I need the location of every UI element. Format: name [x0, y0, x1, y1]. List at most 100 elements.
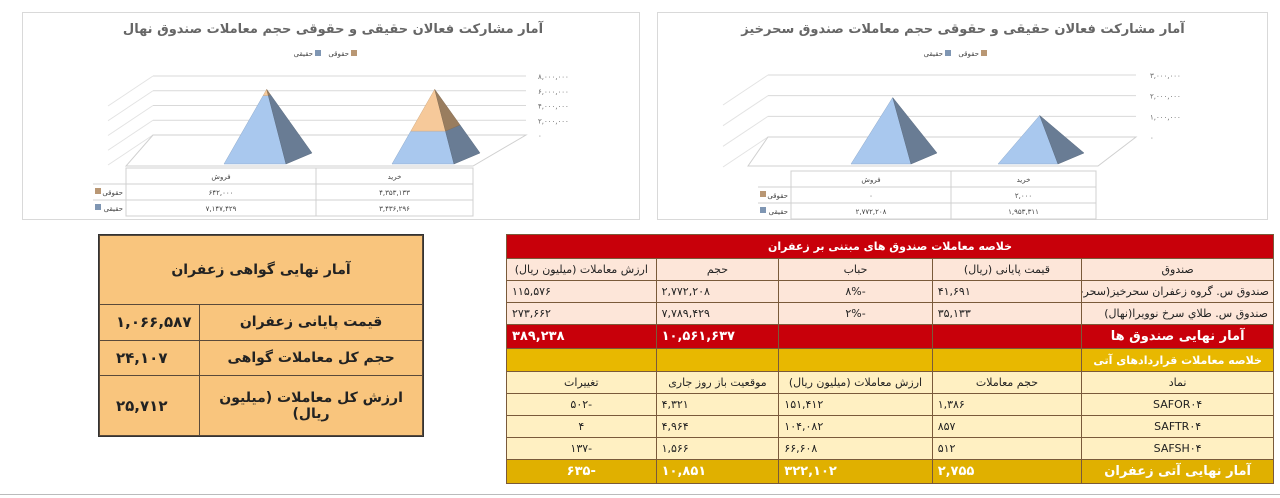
side-gridline	[722, 115, 769, 147]
series-label: حقیقی	[769, 208, 788, 216]
futures-total-change: -۶۳۵	[506, 459, 657, 484]
y-tick-label: ۶,۰۰۰,۰۰۰	[538, 88, 569, 96]
table-row: SAFSH۰۴ ۵۱۲ ۶۶,۶۰۸ ۱,۵۶۶ -۱۳۷	[506, 437, 1274, 460]
empty-cell	[931, 348, 1083, 372]
empty-cell	[655, 348, 780, 372]
futures-change: -۱۳۷	[506, 437, 657, 460]
y-tick-label: ۳,۰۰۰,۰۰۰	[1150, 72, 1181, 80]
side-gridline	[722, 74, 769, 106]
funds-header: حباب	[778, 258, 933, 281]
futures-volume: ۸۵۷	[931, 415, 1083, 438]
futures-open-interest: ۴,۹۶۴	[655, 415, 780, 438]
divider	[0, 494, 1280, 495]
side-gridline	[107, 119, 154, 151]
futures-total-row: آمار نهایی آتی زعفران ۲,۷۵۵ ۳۲۲,۱۰۲ ۱۰,۸…	[506, 459, 1274, 484]
series-label: حقیقی	[104, 205, 123, 213]
side-gridline	[722, 95, 769, 127]
futures-header: تغییرات	[506, 371, 657, 394]
fund-name: صندوق س. گروه زعفران سحرخیز(سحرخیز)	[1081, 280, 1274, 303]
legend-swatch	[760, 191, 766, 197]
y-tick-label: ۴,۰۰۰,۰۰۰	[538, 103, 569, 111]
data-table-value: ۲,۰۰۰	[1015, 192, 1032, 200]
series-label: حقوقی	[102, 189, 123, 197]
certificate-label: قیمت پایانی زعفران	[199, 304, 423, 341]
futures-value: ۱۵۱,۴۱۲	[778, 393, 933, 416]
futures-symbol: SAFOR۰۴	[1081, 393, 1274, 416]
fund-value: ۲۷۳,۶۶۲	[506, 302, 657, 325]
y-tick-label: ۰	[1150, 134, 1154, 142]
certificate-label: ارزش کل معاملات (میلیون ریال)	[199, 375, 423, 436]
y-tick-label: ۲,۰۰۰,۰۰۰	[538, 117, 569, 125]
pyramid-segment-side	[434, 89, 461, 132]
funds-header: ارزش معاملات (میلیون ریال)	[506, 258, 657, 281]
category-label: خرید	[388, 173, 402, 181]
legend-label: حقوقی	[328, 50, 349, 58]
empty-cell	[931, 324, 1083, 349]
futures-value: ۶۶,۶۰۸	[778, 437, 933, 460]
futures-volume: ۵۱۲	[931, 437, 1083, 460]
funds-futures-table: خلاصه معاملات صندوق های مبتنی بر زعفران …	[506, 234, 1274, 484]
data-table-value: ۰	[869, 192, 873, 200]
chart-nahal: آمار مشارکت فعالان حقیقی و حقوقی حجم معا…	[22, 12, 640, 220]
empty-cell	[778, 348, 933, 372]
fund-name: صندوق س. طلاي سرخ نوويرا(نهال)	[1081, 302, 1274, 325]
fund-value: ۱۱۵,۵۷۶	[506, 280, 657, 303]
futures-change: ۴	[506, 415, 657, 438]
table-row: SAFTR۰۴ ۸۵۷ ۱۰۴,۰۸۲ ۴,۹۶۴ ۴	[506, 415, 1274, 438]
funds-total-volume: ۱۰,۵۶۱,۶۳۷	[655, 324, 780, 349]
empty-cell	[778, 324, 933, 349]
legend-label: حقیقی	[924, 50, 943, 58]
side-gridline	[107, 134, 154, 166]
funds-title: خلاصه معاملات صندوق های مبتنی بر زعفران	[506, 234, 1274, 259]
legend-label: حقوقی	[958, 50, 979, 58]
pyramid-segment-front	[391, 130, 455, 165]
table-row: SAFOR۰۴ ۱,۳۸۶ ۱۵۱,۴۱۲ ۴,۳۲۱ -۵۰۲	[506, 393, 1274, 416]
table-row: صندوق س. گروه زعفران سحرخیز(سحرخیز) ۴۱,۶…	[506, 280, 1274, 303]
category-label: فروش	[861, 176, 880, 184]
data-table-value: ۷,۱۴۷,۴۲۹	[206, 205, 237, 213]
fund-volume: ۷,۷۸۹,۴۲۹	[655, 302, 780, 325]
futures-total-label: آمار نهایی آتی زعفران	[1081, 459, 1274, 484]
chart-floor	[124, 134, 528, 167]
side-gridline	[107, 90, 154, 122]
certificate-value: ۲۵,۷۱۲	[98, 375, 201, 436]
category-label: فروش	[211, 173, 230, 181]
fund-bubble: -۸%	[778, 280, 933, 303]
futures-total-volume: ۲,۷۵۵	[931, 459, 1083, 484]
data-table-value: ۶۴۲,۰۰۰	[209, 189, 234, 197]
series-label: حقوقی	[767, 192, 788, 200]
futures-header: ارزش معاملات (میلیون ریال)	[778, 371, 933, 394]
chart-nahal-svg: آمار مشارکت فعالان حقیقی و حقوقی حجم معا…	[93, 20, 569, 217]
funds-header: صندوق	[1081, 258, 1274, 281]
chart-title: آمار مشارکت فعالان حقیقی و حقوقی حجم معا…	[123, 20, 544, 37]
certificate-value: ۲۴,۱۰۷	[98, 339, 201, 377]
empty-cell	[506, 348, 657, 372]
futures-value: ۱۰۴,۰۸۲	[778, 415, 933, 438]
funds-header: حجم	[655, 258, 780, 281]
y-tick-label: ۰	[538, 132, 542, 140]
data-table-value: ۱,۹۵۳,۳۱۱	[1008, 208, 1039, 216]
side-gridline	[722, 136, 769, 168]
legend-swatch	[760, 207, 766, 213]
fund-bubble: -۲%	[778, 302, 933, 325]
fund-price: ۴۱,۶۹۱	[931, 280, 1083, 303]
futures-open-interest: ۱,۵۶۶	[655, 437, 780, 460]
futures-header: نماد	[1081, 371, 1274, 394]
chart-saharkhiz-svg: آمار مشارکت فعالان حقیقی و حقوقی حجم معا…	[722, 20, 1185, 220]
table-row: صندوق س. طلاي سرخ نوويرا(نهال) ۳۵,۱۳۳ -۲…	[506, 302, 1274, 325]
chart-saharkhiz: آمار مشارکت فعالان حقیقی و حقوقی حجم معا…	[657, 12, 1268, 220]
certificate-summary-table: آمار نهایی گواهی زعفران قیمت پایانی زعفر…	[98, 234, 424, 437]
futures-title: خلاصه معاملات قراردادهای آتی	[1081, 348, 1274, 372]
futures-change: -۵۰۲	[506, 393, 657, 416]
futures-header: حجم معاملات	[931, 371, 1083, 394]
chart-title: آمار مشارکت فعالان حقیقی و حقوقی حجم معا…	[740, 20, 1185, 37]
futures-volume: ۱,۳۸۶	[931, 393, 1083, 416]
pyramid-segment-side	[266, 89, 271, 96]
legend-swatch	[351, 50, 357, 56]
data-table-value: ۴,۳۵۳,۱۳۳	[379, 189, 410, 197]
y-tick-label: ۲,۰۰۰,۰۰۰	[1150, 93, 1181, 101]
futures-total-value: ۳۲۲,۱۰۲	[778, 459, 933, 484]
side-gridline	[107, 105, 154, 136]
y-tick-label: ۱,۰۰۰,۰۰۰	[1150, 113, 1181, 121]
legend-swatch	[945, 50, 951, 56]
